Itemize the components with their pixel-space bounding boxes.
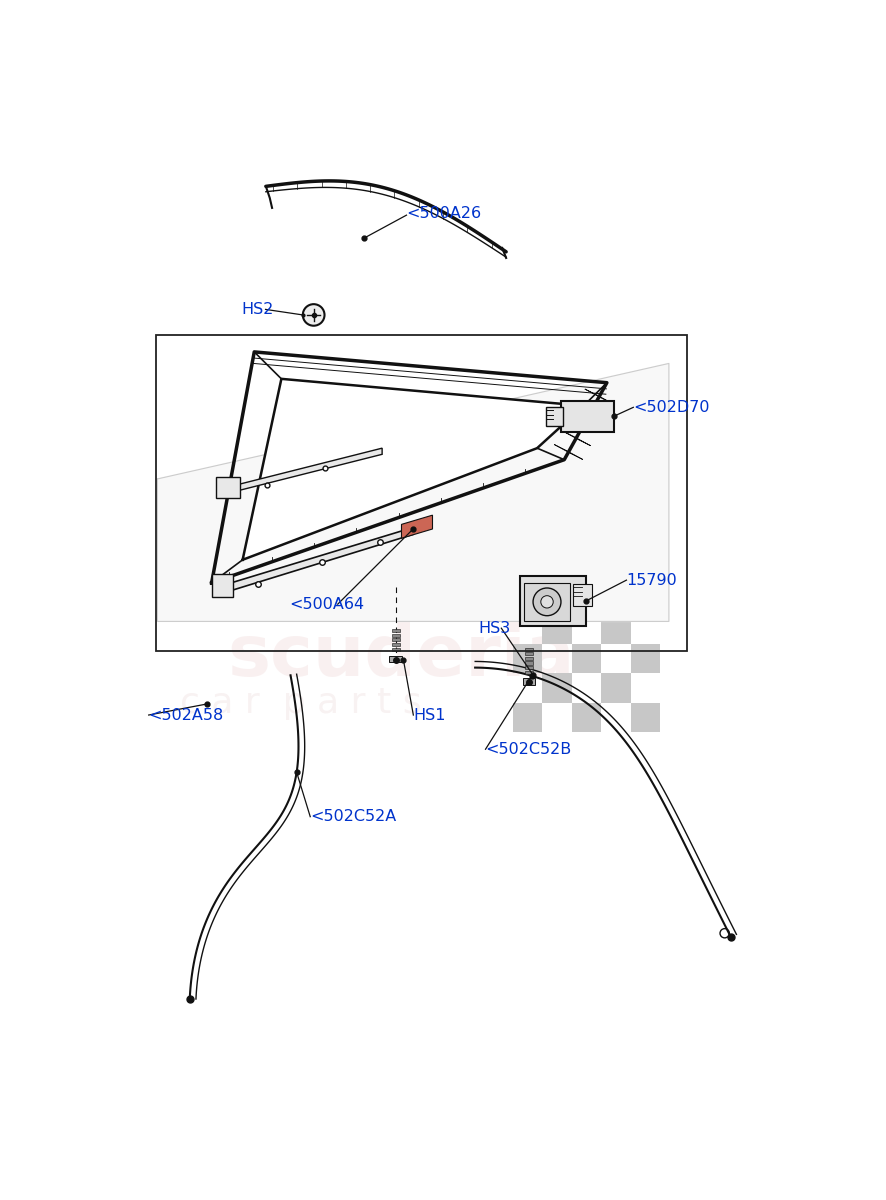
- Bar: [389, 656, 401, 662]
- Bar: [571, 644, 601, 673]
- Bar: [630, 586, 659, 614]
- Bar: [571, 703, 601, 732]
- Polygon shape: [401, 515, 432, 539]
- Text: <500A26: <500A26: [406, 205, 481, 221]
- Bar: [523, 582, 570, 622]
- Bar: [525, 653, 532, 655]
- Circle shape: [540, 595, 553, 608]
- Bar: [572, 584, 591, 606]
- Bar: [525, 661, 532, 665]
- Bar: [156, 335, 686, 650]
- Bar: [545, 407, 562, 426]
- Bar: [522, 678, 534, 684]
- Circle shape: [532, 588, 560, 616]
- Bar: [630, 703, 659, 732]
- Bar: [512, 703, 542, 732]
- Bar: [601, 614, 630, 644]
- Bar: [630, 644, 659, 673]
- Polygon shape: [238, 448, 382, 491]
- Bar: [525, 671, 532, 673]
- Bar: [542, 614, 571, 644]
- Bar: [392, 643, 399, 646]
- Polygon shape: [230, 528, 413, 590]
- Bar: [525, 666, 532, 670]
- Text: c a r  p a r t s: c a r p a r t s: [179, 686, 421, 720]
- Bar: [525, 648, 532, 650]
- Text: 15790: 15790: [626, 572, 676, 588]
- Polygon shape: [569, 416, 597, 432]
- Text: <502A58: <502A58: [149, 708, 223, 722]
- Bar: [212, 574, 233, 596]
- Bar: [519, 576, 585, 626]
- Bar: [392, 638, 399, 642]
- Text: HS3: HS3: [478, 620, 510, 636]
- Text: <502D70: <502D70: [633, 400, 709, 415]
- Text: HS1: HS1: [413, 708, 446, 722]
- Polygon shape: [554, 444, 582, 460]
- Bar: [525, 656, 532, 660]
- Bar: [561, 401, 613, 432]
- Bar: [512, 586, 542, 614]
- Text: scuderia: scuderia: [228, 623, 574, 691]
- Polygon shape: [561, 431, 590, 445]
- Bar: [512, 644, 542, 673]
- Bar: [392, 648, 399, 650]
- Polygon shape: [243, 379, 583, 559]
- Bar: [216, 476, 239, 498]
- Text: <502C52A: <502C52A: [310, 809, 396, 824]
- Polygon shape: [584, 389, 613, 404]
- Bar: [571, 586, 601, 614]
- Bar: [392, 634, 399, 637]
- Bar: [601, 673, 630, 703]
- Bar: [392, 629, 399, 632]
- Circle shape: [302, 304, 324, 325]
- Text: <502C52B: <502C52B: [485, 742, 571, 757]
- Bar: [542, 673, 571, 703]
- Polygon shape: [157, 364, 668, 622]
- Text: HS2: HS2: [241, 302, 274, 317]
- Polygon shape: [577, 403, 605, 418]
- Text: <500A64: <500A64: [289, 596, 364, 612]
